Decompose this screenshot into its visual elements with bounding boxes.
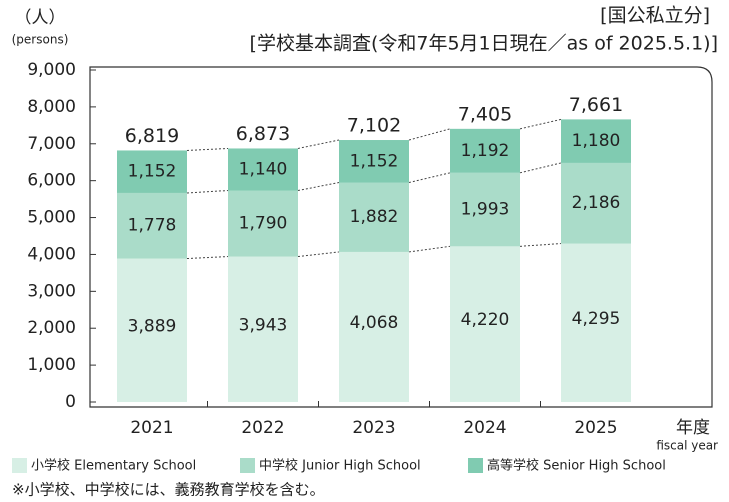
legend-swatch	[240, 458, 255, 473]
legend-label: 高等学校 Senior High School	[487, 458, 666, 474]
x-axis-label: 年度	[676, 418, 710, 438]
connector	[408, 128, 451, 141]
value-label: 3,889	[128, 316, 177, 336]
bar-segment	[228, 256, 298, 402]
value-label: 1,140	[239, 159, 288, 179]
footnote: ※小学校、中学校には、義務教育学校を含む。	[12, 481, 325, 499]
y-tick-label: 5,000	[27, 208, 76, 228]
legend-swatch	[468, 458, 483, 473]
unit-label-en: (persons)	[12, 33, 69, 47]
plot-frame	[89, 66, 713, 408]
legend-swatch	[12, 458, 27, 473]
bar-segment	[339, 251, 409, 402]
value-label: 1,152	[128, 162, 177, 182]
value-label: 4,295	[572, 309, 621, 329]
y-tick-label: 6,000	[27, 171, 76, 191]
total-label: 7,661	[569, 94, 623, 116]
bar-segment	[450, 128, 520, 173]
legend-label: 中学校 Junior High School	[259, 458, 421, 474]
bar-segment	[117, 150, 187, 193]
bar-segment	[339, 140, 409, 183]
total-label: 6,819	[125, 125, 179, 147]
connector	[519, 118, 562, 130]
value-label: 4,068	[350, 313, 399, 333]
y-tick-label: 0	[65, 392, 76, 412]
bar-segment	[450, 172, 520, 247]
value-label: 1,790	[239, 214, 288, 234]
value-label: 1,882	[350, 207, 399, 227]
connector	[408, 172, 451, 183]
value-label: 4,220	[461, 310, 510, 330]
y-tick-label: 9,000	[27, 60, 76, 80]
connector	[186, 256, 229, 260]
bar-segment	[228, 190, 298, 257]
x-tick-label: 2024	[463, 418, 506, 438]
connector	[408, 245, 451, 253]
connector	[519, 162, 562, 174]
value-label: 1,192	[461, 141, 510, 161]
bar-segment	[117, 258, 187, 402]
x-tick-label: 2023	[352, 418, 395, 438]
x-tick-label: 2022	[241, 418, 284, 438]
bar-segment	[561, 162, 631, 244]
y-tick-label: 8,000	[27, 97, 76, 117]
connector	[297, 182, 340, 192]
bar-segment	[561, 243, 631, 402]
connector	[297, 251, 340, 258]
total-label: 6,873	[236, 123, 290, 145]
total-label: 7,102	[347, 115, 401, 137]
bar-segment	[117, 192, 187, 259]
bar-segment	[561, 119, 631, 163]
bar-segment	[450, 246, 520, 402]
connector	[186, 190, 229, 194]
value-label: 1,778	[128, 216, 177, 236]
y-tick-label: 7,000	[27, 134, 76, 154]
connector	[297, 139, 340, 149]
value-label: 1,152	[350, 151, 399, 171]
chart-title: [学校基本調査(令和7年5月1日現在／as of 2025.5.1)]	[250, 33, 718, 55]
x-tick-label: 2021	[130, 418, 173, 438]
legend-label: 小学校 Elementary School	[31, 458, 196, 474]
y-tick-label: 4,000	[27, 244, 76, 264]
y-tick-label: 1,000	[27, 355, 76, 375]
y-tick-label: 3,000	[27, 281, 76, 301]
value-label: 3,943	[239, 315, 288, 335]
value-label: 2,186	[572, 193, 621, 213]
value-label: 1,180	[572, 131, 621, 151]
connector	[519, 243, 562, 247]
x-tick-label: 2025	[574, 418, 617, 438]
unit-label: （人）	[15, 8, 66, 28]
bar-segment	[339, 182, 409, 252]
value-label: 1,993	[461, 200, 510, 220]
x-axis-label-en: fiscal year	[656, 439, 718, 453]
bar-segment	[228, 148, 298, 191]
connector	[186, 147, 229, 151]
y-tick-label: 2,000	[27, 318, 76, 338]
subtitle: [国公私立分]	[600, 5, 710, 27]
total-label: 7,405	[458, 103, 512, 125]
